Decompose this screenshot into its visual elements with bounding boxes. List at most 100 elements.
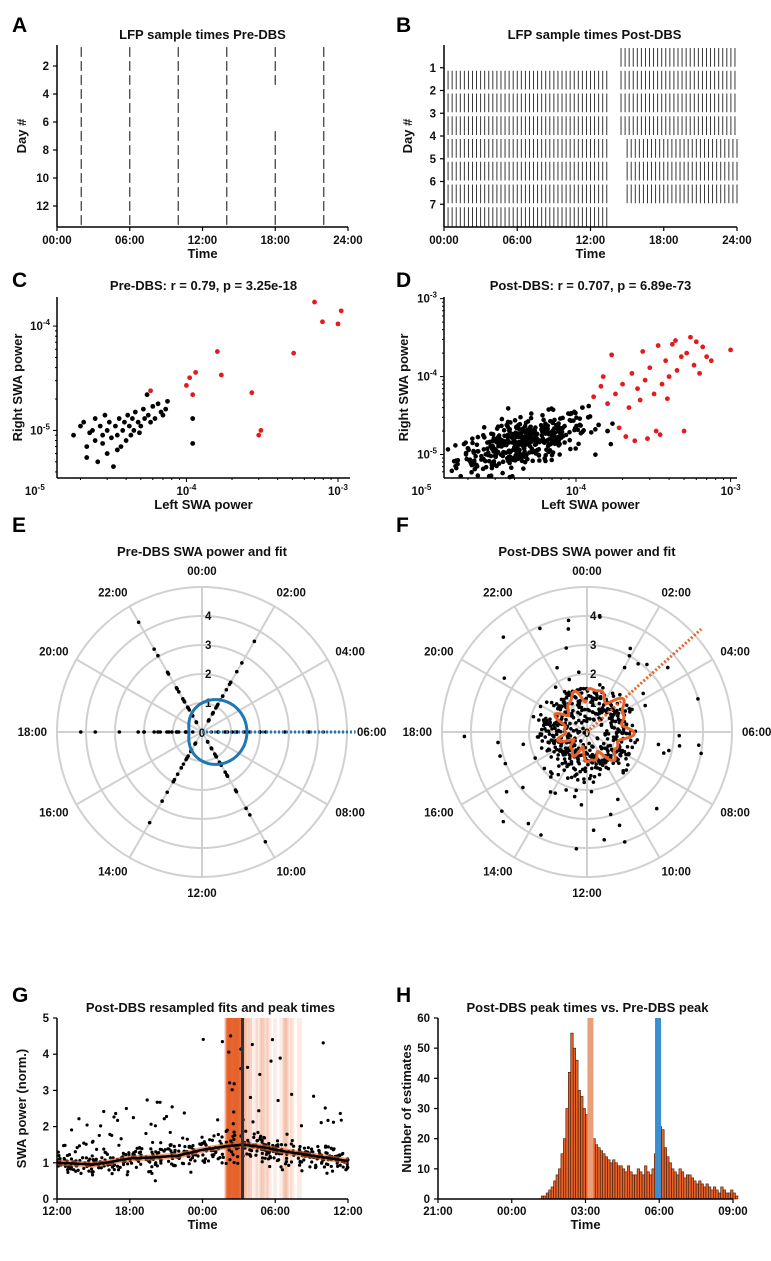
histogram-bar — [661, 1129, 665, 1200]
histogram-bar — [676, 1174, 680, 1200]
scatter-point — [548, 437, 554, 443]
data-point — [232, 1110, 236, 1114]
polar-point — [610, 718, 614, 723]
polar-point — [503, 761, 508, 766]
polar-point — [617, 747, 622, 752]
histogram-bar — [604, 1156, 608, 1200]
data-point — [216, 1118, 220, 1122]
polar-point — [160, 799, 164, 803]
histogram-bar — [681, 1171, 685, 1200]
data-point — [149, 1122, 153, 1126]
data-point — [260, 1156, 265, 1160]
data-point — [114, 1111, 118, 1116]
data-point — [153, 1162, 157, 1167]
histogram-bar — [565, 1108, 569, 1200]
scatter-point — [471, 448, 476, 454]
data-point — [100, 1156, 104, 1160]
data-point — [153, 1179, 157, 1183]
polar-point — [248, 813, 252, 817]
pre-dbs-peak-line — [655, 1018, 662, 1199]
polar-point — [656, 742, 661, 747]
scatter-point — [498, 452, 504, 458]
scatter-point — [453, 443, 458, 448]
polar-point — [562, 757, 567, 761]
polar-point — [576, 670, 581, 674]
data-point — [201, 1159, 205, 1163]
histogram-bar — [730, 1189, 734, 1200]
data-point — [149, 1169, 153, 1174]
data-point — [189, 1170, 193, 1174]
radial-label: 2 — [590, 669, 596, 681]
polar-point — [594, 762, 598, 766]
scatter-point — [572, 425, 578, 431]
x-tick-label: 18:00 — [649, 235, 678, 247]
polar-point — [562, 768, 567, 772]
scatter-point — [568, 446, 573, 452]
data-point — [249, 1148, 254, 1153]
polar-point — [604, 765, 608, 770]
data-point — [158, 1100, 162, 1104]
scatter-point — [144, 392, 150, 398]
polar-point — [575, 756, 580, 760]
histogram-bar — [663, 1147, 667, 1200]
polar-point — [574, 847, 579, 851]
scatter-point — [585, 414, 591, 420]
scatter-point — [483, 464, 489, 470]
data-point — [289, 1142, 293, 1146]
data-point — [91, 1170, 95, 1174]
data-point — [312, 1094, 316, 1098]
polar-point — [554, 732, 559, 737]
polar-point — [611, 694, 616, 698]
peak-band-strip — [255, 1018, 259, 1199]
data-point — [107, 1168, 111, 1172]
data-point — [89, 1167, 94, 1171]
scatter-point — [517, 451, 522, 456]
scatter-point — [125, 412, 131, 418]
peak-band-strip — [236, 1018, 243, 1199]
scatter-point — [567, 437, 573, 443]
polar-point — [576, 710, 580, 715]
hour-label: 18:00 — [18, 727, 47, 739]
panel-label-a: A — [12, 14, 27, 37]
data-point — [159, 1147, 164, 1152]
polar-point — [587, 741, 591, 746]
data-point — [228, 1158, 232, 1162]
data-point — [316, 1144, 320, 1149]
scatter-point — [632, 438, 638, 444]
polar-point — [582, 718, 586, 723]
scatter-point — [691, 362, 697, 368]
polar-point — [574, 772, 579, 776]
data-point — [308, 1165, 312, 1169]
x-tick-label: 06:00 — [645, 1206, 674, 1218]
polar-point — [598, 767, 603, 772]
peak-band-strip — [260, 1018, 264, 1199]
peak-band-strip — [250, 1018, 253, 1199]
data-point — [66, 1168, 70, 1172]
data-point — [326, 1118, 330, 1123]
polar-point — [165, 790, 169, 795]
scatter-point — [104, 428, 110, 433]
polar-point — [564, 695, 569, 700]
post-dbs-peak-line — [587, 1018, 594, 1199]
scatter-point — [498, 437, 504, 443]
polar-point — [605, 747, 609, 752]
scatter-point — [165, 398, 170, 404]
x-tick-label: 10-4 — [566, 483, 586, 498]
scatter-point — [545, 443, 551, 449]
polar-point — [602, 837, 607, 842]
data-point — [203, 1142, 207, 1146]
scatter-point — [475, 449, 481, 454]
scatter-point — [92, 416, 98, 421]
data-point — [255, 1138, 260, 1143]
scatter-point — [102, 412, 108, 418]
polar-point — [263, 839, 268, 844]
x-tick-label: 00:00 — [188, 1206, 217, 1218]
panel-label-b: B — [396, 14, 411, 37]
polar-point — [559, 716, 564, 721]
data-point — [313, 1166, 318, 1170]
data-point — [95, 1147, 99, 1152]
polar-point — [613, 736, 617, 741]
hour-label: 10:00 — [277, 866, 306, 878]
polar-point — [581, 726, 585, 731]
scatter-point — [642, 377, 648, 383]
